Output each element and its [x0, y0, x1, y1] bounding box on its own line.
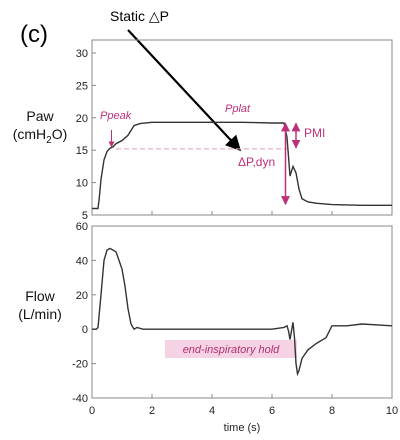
- flow-ylabel-unit: (L/min): [18, 306, 62, 322]
- flow-ytick-label: 0: [82, 324, 88, 336]
- pplat-label: Pplat: [225, 103, 251, 115]
- flow-ytick-label: 60: [76, 221, 88, 233]
- flow-ytick-label: -20: [72, 359, 88, 371]
- paw-ytick-label: 5: [82, 210, 88, 222]
- flow-xtick-label: 8: [329, 405, 335, 417]
- paw-plot-frame: [91, 39, 393, 216]
- paw-ylabel-unit: (cmH2O): [13, 126, 68, 146]
- flow-xtick-label: 4: [209, 405, 215, 417]
- ppeak-label: Ppeak: [100, 110, 132, 122]
- panel-label: (c): [20, 21, 48, 48]
- flow-series-line: [92, 247, 393, 377]
- delta-p-dyn-label: ΔP,dyn: [238, 155, 275, 169]
- paw-ytick-label: 20: [76, 113, 88, 125]
- paw-ylabel: Paw: [26, 108, 54, 124]
- pmi-label: PMI: [304, 126, 325, 140]
- paw-ytick-label: 25: [76, 80, 88, 92]
- flow-ytick-label: -40: [72, 393, 88, 405]
- flow-xtick-label: 2: [149, 405, 155, 417]
- callout-arrow: [127, 29, 242, 152]
- flow-xtick-label: 6: [269, 405, 275, 417]
- paw-ytick-label: 10: [76, 178, 88, 190]
- flow-chart: Flow (L/min) end-inspiratory hold -40 -20…: [18, 211, 398, 434]
- flow-xtick-label: 0: [89, 405, 95, 417]
- static-dp-callout: Static △P: [110, 8, 169, 24]
- end-inspiratory-hold-label: end-inspiratory hold: [183, 344, 280, 356]
- flow-xtick-label: 10: [386, 405, 398, 417]
- flow-xlabel: time (s): [224, 422, 261, 434]
- paw-series-line: [92, 121, 392, 210]
- paw-ytick-label: 30: [76, 48, 88, 60]
- flow-ytick-label: 20: [76, 290, 88, 302]
- flow-plot-frame: [91, 225, 393, 399]
- hold-label-highlight: [165, 340, 297, 358]
- flow-ylabel: Flow: [25, 288, 55, 304]
- flow-ytick-label: 40: [76, 255, 88, 267]
- paw-ytick-label: 15: [76, 145, 88, 157]
